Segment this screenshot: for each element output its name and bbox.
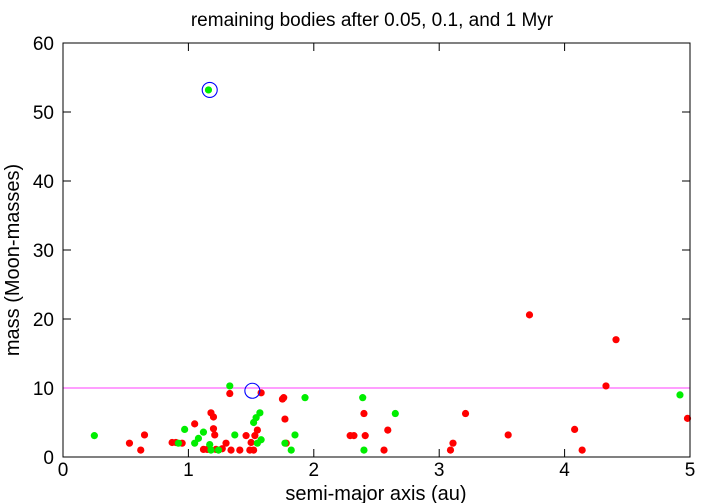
data-point [209,425,218,433]
x-tick-label: 2 [309,460,320,481]
data-point [125,439,134,447]
x-tick-label: 0 [58,460,69,481]
data-point [281,439,289,447]
data-point [602,382,610,390]
y-tick-label: 40 [33,172,54,193]
y-tick-label: 10 [33,379,54,400]
data-point [204,86,213,94]
data-point [227,446,235,454]
data-point [211,431,219,439]
data-point [578,446,586,454]
data-point [676,391,684,399]
data-point [359,394,367,402]
x-tick-label: 3 [434,460,445,481]
data-point [226,389,234,398]
data-point [291,431,299,439]
data-point [214,446,223,454]
data-point [251,432,259,440]
data-point [361,432,369,440]
data-point [206,440,214,449]
data-point [301,394,309,402]
data-point [181,425,189,433]
data-point [446,446,455,454]
y-tick-label: 30 [33,241,54,262]
data-point [391,409,399,418]
data-point [360,409,368,418]
y-tick-label: 60 [33,34,54,55]
y-tick-label: 50 [33,103,54,124]
data-point [380,446,388,454]
data-point [250,446,258,454]
data-point [191,420,199,428]
data-point [256,409,264,417]
data-point [90,432,98,440]
chart-title: remaining bodies after 0.05, 0.1, and 1 … [191,10,554,31]
data-point [207,446,215,454]
data-point [504,431,512,439]
x-tick-label: 5 [685,460,696,481]
data-point [280,394,288,402]
x-axis-title: semi-major axis (au) [285,483,466,503]
plot-frame [62,42,691,458]
data-point [226,382,234,390]
data-point [174,439,182,447]
data-point [194,434,203,442]
highlight-circle [244,382,261,399]
data-point [683,414,692,422]
data-point [191,439,199,447]
data-point [449,439,457,447]
data-point [140,431,149,439]
data-point [199,428,208,436]
data-point [525,311,534,319]
data-point [461,409,470,418]
data-point [257,436,265,444]
x-tick-label: 4 [559,460,570,481]
data-point [281,415,289,423]
data-point [252,414,260,422]
y-tick-label: 0 [43,448,54,469]
data-point [253,426,261,434]
highlight-circle [201,81,218,98]
data-point [137,446,145,454]
data-point [222,439,230,447]
data-point [360,446,368,454]
data-point [384,426,392,434]
y-axis-title: mass (Moon-masses) [2,164,24,356]
data-point [247,438,255,447]
data-point [571,425,579,433]
data-point [231,431,239,439]
data-point [612,336,620,344]
data-point [236,446,244,454]
x-tick-label: 1 [183,460,194,481]
data-point [287,446,295,454]
data-point [242,432,250,440]
data-point [209,413,218,421]
y-tick-label: 20 [33,310,54,331]
data-point [350,432,358,440]
